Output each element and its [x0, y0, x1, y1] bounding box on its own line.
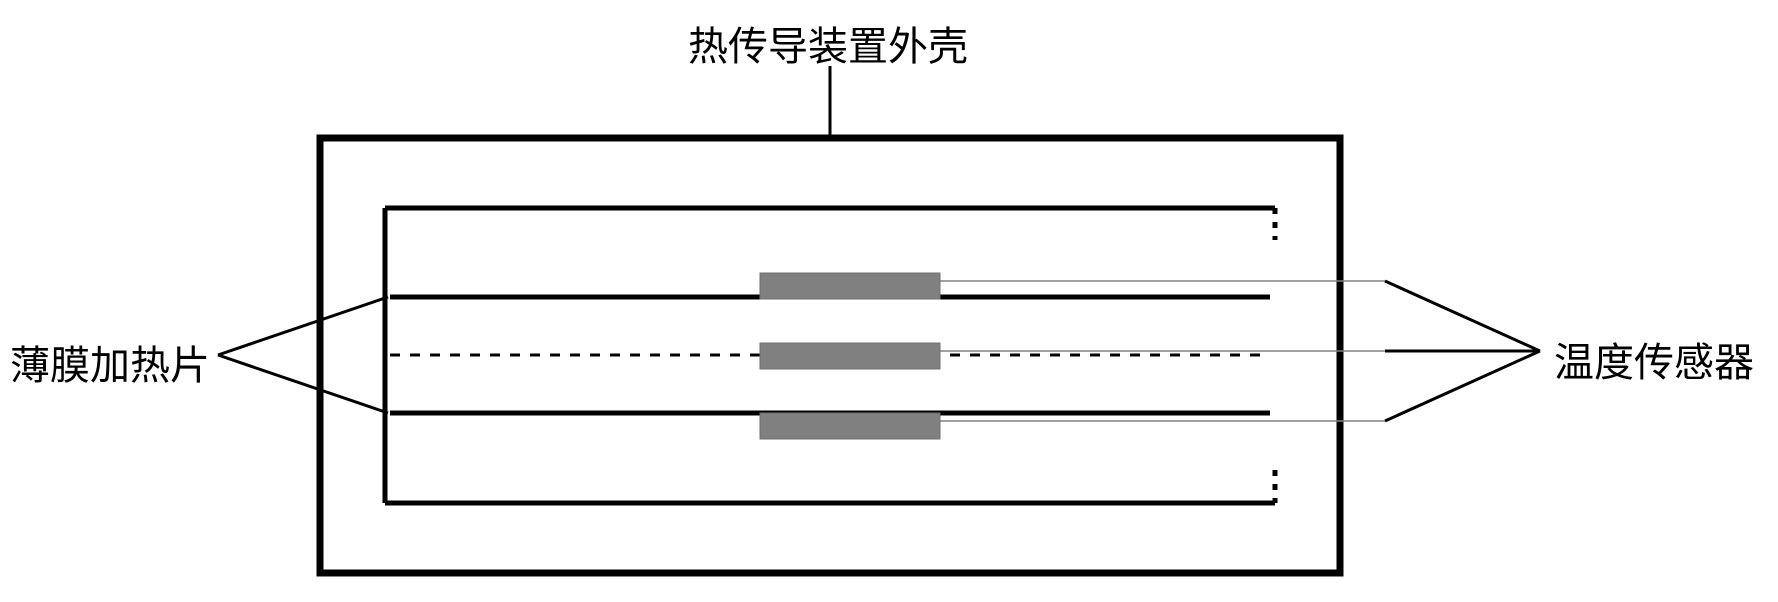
right-arrow-line-0	[1385, 281, 1540, 351]
temperature-sensor-1	[760, 343, 940, 369]
label-thin-film-heater: 薄膜加热片	[10, 333, 210, 391]
label-outer-shell: 热传导装置外壳	[688, 14, 968, 72]
temperature-sensor-2	[760, 413, 940, 439]
label-temp-sensor: 温度传感器	[1554, 330, 1754, 388]
right-arrow-line-2	[1385, 351, 1540, 421]
left-arrow-line-1	[218, 355, 388, 413]
temperature-sensor-0	[760, 273, 940, 299]
diagram-svg	[0, 0, 1778, 602]
left-arrow-line-0	[218, 297, 388, 355]
